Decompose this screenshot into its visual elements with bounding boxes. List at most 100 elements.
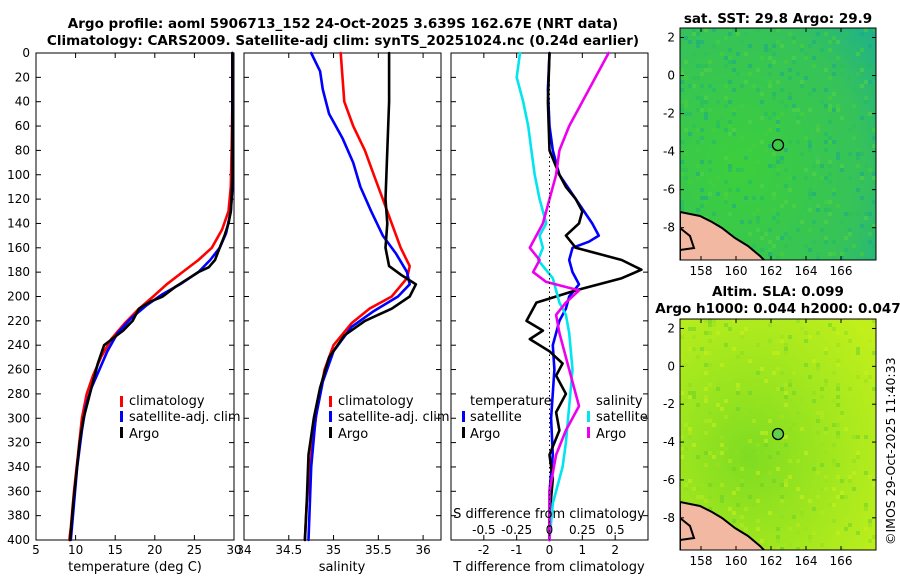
map-y-tick-label: -2	[663, 107, 675, 121]
salinity-xlabel: salinity	[319, 560, 366, 575]
legend-swatch-satellite	[120, 411, 123, 422]
map-x-tick-label: 160	[725, 264, 748, 278]
y-tick-label: 80	[15, 143, 30, 157]
legend-label-climatology: climatology	[338, 394, 414, 409]
sst-coastline	[680, 210, 766, 260]
s-tick-label: 0	[546, 523, 554, 537]
legend-salinity-heading: salinity	[596, 394, 643, 409]
temperature-legend: climatology satellite-adj. clim Argo	[120, 394, 241, 442]
y-tick-label: 140	[7, 216, 30, 230]
map-x-tick-label: 162	[760, 554, 783, 568]
map-x-tick-label: 162	[760, 264, 783, 278]
x-tick-label: 34	[236, 543, 251, 557]
s-tick-label: -0.5	[472, 523, 495, 537]
series-line-climatology	[303, 51, 411, 542]
legend-label-argo: Argo	[129, 427, 159, 442]
y-tick-label: 360	[7, 484, 30, 498]
series-line-climatology	[68, 51, 234, 542]
legend-swatch-argo	[329, 427, 332, 438]
map-x-tick-label: 164	[795, 554, 818, 568]
x-tick-label: 25	[187, 543, 202, 557]
sst-argo-marker	[771, 138, 785, 152]
x-tick-label: 5	[32, 543, 40, 557]
y-tick-label: 340	[7, 460, 30, 474]
sla-coastline	[680, 500, 766, 550]
sst-map-frame	[679, 27, 877, 261]
temperature-axes	[35, 52, 235, 541]
sla-map-title-2: Argo h1000: 0.044 h2000: 0.047	[655, 301, 900, 317]
series-line-salinity-argo	[528, 51, 610, 542]
y-tick-label: 160	[7, 241, 30, 255]
series-line-argo	[68, 51, 234, 542]
y-tick-label: 40	[15, 95, 30, 109]
x-tick-label: 10	[68, 543, 83, 557]
map-x-tick-label: 166	[830, 264, 853, 278]
x-tick-label: -1	[511, 543, 523, 557]
sla-map-title-1: Altim. SLA: 0.099	[712, 284, 844, 300]
y-tick-label: 400	[7, 533, 30, 547]
salinity-axes	[243, 52, 442, 541]
legend-temperature-heading: temperature	[470, 394, 552, 409]
map-y-tick-label: -6	[663, 473, 675, 487]
map-x-tick-label: 158	[690, 554, 713, 568]
y-tick-label: 180	[7, 265, 30, 279]
legend-label-climatology: climatology	[129, 394, 205, 409]
title-line-1: Argo profile: aoml 5906713_152 24-Oct-20…	[68, 16, 618, 32]
sst-map-title: sat. SST: 29.8 Argo: 29.9	[684, 11, 872, 27]
sla-island	[680, 516, 696, 542]
x-tick-label: 15	[108, 543, 123, 557]
legend-label-t-satellite: satellite	[470, 410, 522, 425]
legend-label-t-argo: Argo	[470, 427, 500, 442]
legend-swatch-climatology	[329, 396, 332, 407]
difference-xlabel: T difference from climatology	[452, 560, 645, 575]
legend-swatch-climatology	[120, 396, 123, 407]
x-tick-label: 35	[326, 543, 341, 557]
x-tick-label: 34.5	[275, 543, 302, 557]
map-y-tick-label: -8	[663, 221, 675, 235]
y-tick-label: 60	[15, 119, 30, 133]
legend-label-argo: Argo	[338, 427, 368, 442]
legend-swatch-satellite	[329, 411, 332, 422]
difference-legend: temperature satellite Argo salinity sate…	[462, 394, 648, 442]
series-line-temperature-argo	[525, 51, 643, 542]
sst-map	[680, 28, 876, 260]
map-y-tick-label: 2	[667, 31, 675, 45]
sla-argo-marker	[771, 427, 785, 441]
y-tick-label: 240	[7, 338, 30, 352]
s-tick-label: 0.5	[606, 523, 625, 537]
series-line-temperature-satellite	[546, 51, 601, 542]
y-tick-label: 100	[7, 168, 30, 182]
series-line-argo	[303, 51, 418, 542]
map-y-tick-label: -6	[663, 183, 675, 197]
y-tick-label: 380	[7, 509, 30, 523]
map-y-tick-label: -2	[663, 397, 675, 411]
y-tick-label: 200	[7, 290, 30, 304]
legend-label-satellite: satellite-adj. clim	[129, 410, 241, 425]
y-tick-label: 260	[7, 363, 30, 377]
legend-swatch-argo	[120, 427, 123, 438]
temperature-xlabel: temperature (deg C)	[68, 560, 202, 575]
sla-map	[680, 319, 876, 550]
x-tick-label: 36	[415, 543, 430, 557]
legend-swatch-t-satellite	[462, 411, 465, 422]
imos-credit: ©IMOS 29-Oct-2025 11:40:33	[883, 357, 898, 545]
x-tick-label: 1	[579, 543, 587, 557]
map-x-tick-label: 164	[795, 264, 818, 278]
map-y-tick-label: -8	[663, 511, 675, 525]
x-tick-label: 30	[226, 543, 241, 557]
s-tick-label: -0.25	[501, 523, 532, 537]
series-line-salinity-satellite	[515, 51, 574, 542]
y-tick-label: 300	[7, 411, 30, 425]
legend-label-satellite: satellite-adj. clim	[338, 410, 450, 425]
legend-swatch-s-argo	[587, 427, 590, 438]
map-y-tick-label: 0	[667, 69, 675, 83]
map-y-tick-label: 0	[667, 359, 675, 373]
y-tick-label: 0	[22, 46, 30, 60]
x-tick-label: -2	[478, 543, 490, 557]
series-line-satellite-adj-clim	[307, 51, 411, 542]
map-x-tick-label: 158	[690, 264, 713, 278]
x-tick-label: 35.5	[365, 543, 392, 557]
map-y-tick-label: -4	[663, 435, 675, 449]
y-tick-label: 220	[7, 314, 30, 328]
y-tick-label: 20	[15, 70, 30, 84]
